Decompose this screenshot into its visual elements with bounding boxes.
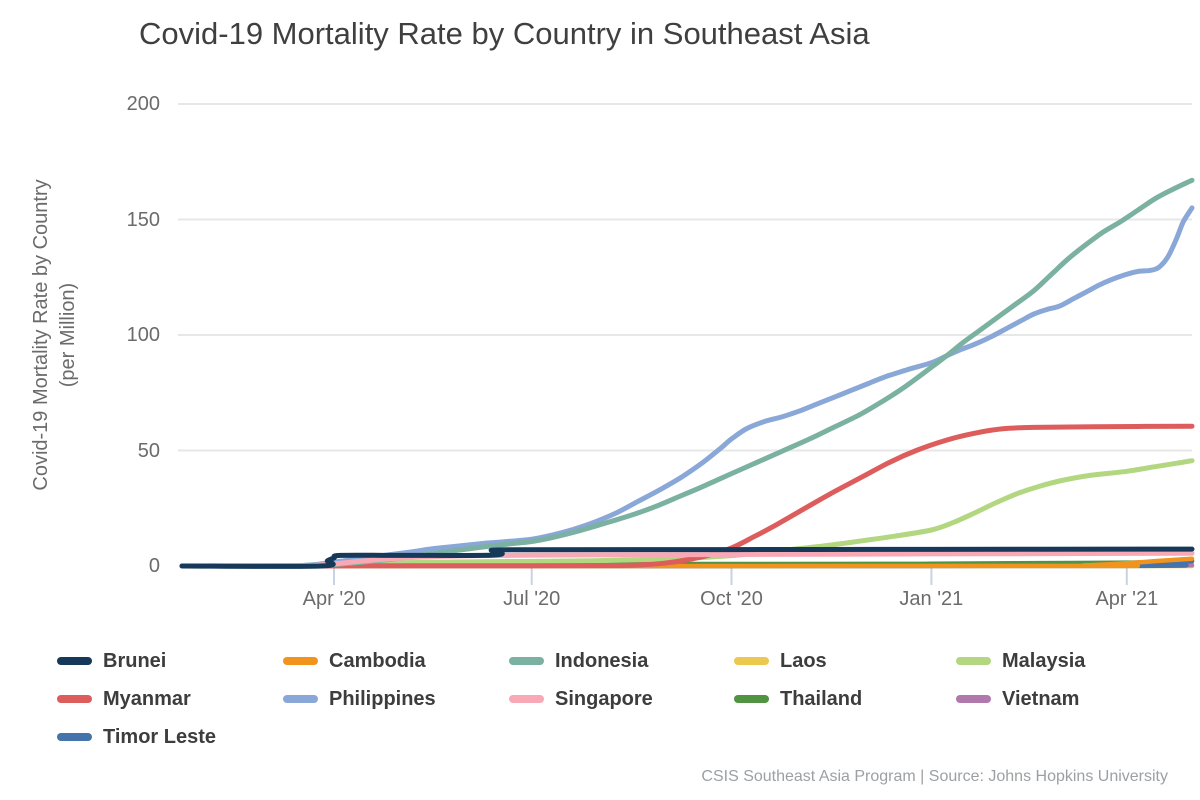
legend-item-laos: Laos	[734, 645, 827, 677]
legend-swatch-singapore	[509, 695, 544, 703]
x-tick-label-jan-21: Jan '21	[899, 588, 964, 610]
series-line-brunei	[179, 546, 1195, 569]
legend-swatch-philippines	[283, 695, 318, 703]
legend-item-thailand: Thailand	[734, 683, 862, 715]
legend-swatch-thailand	[734, 695, 769, 703]
legend-label-vietnam: Vietnam	[1002, 687, 1080, 710]
legend-label-myanmar: Myanmar	[103, 687, 191, 710]
legend-label-indonesia: Indonesia	[555, 649, 649, 672]
x-tick-label-jul-20: Jul '20	[503, 588, 561, 610]
y-tick-label-0: 0	[148, 555, 160, 577]
legend-swatch-timor-leste	[57, 733, 92, 741]
legend-item-indonesia: Indonesia	[509, 645, 648, 677]
y-tick-label-100: 100	[126, 324, 160, 346]
chart-title: Covid-19 Mortality Rate by Country in So…	[139, 16, 870, 51]
legend-item-vietnam: Vietnam	[956, 683, 1079, 715]
plot-area	[178, 103, 1195, 585]
series-line-myanmar	[179, 423, 1195, 569]
series-line-philippines	[179, 205, 1195, 569]
legend-item-philippines: Philippines	[283, 683, 436, 715]
legend-label-singapore: Singapore	[555, 687, 653, 710]
series-line-indonesia	[179, 177, 1195, 569]
legend-swatch-brunei	[57, 657, 92, 665]
legend-label-thailand: Thailand	[780, 687, 863, 710]
legend-item-malaysia: Malaysia	[956, 645, 1085, 677]
x-tick-label-apr-21: Apr '21	[1095, 588, 1159, 610]
y-tick-label-50: 50	[137, 439, 160, 462]
legend-item-myanmar: Myanmar	[57, 683, 191, 715]
legend-swatch-vietnam	[956, 695, 991, 703]
legend-swatch-cambodia	[283, 657, 318, 665]
legend-swatch-laos	[734, 657, 769, 665]
source-attribution: CSIS Southeast Asia Program | Source: Jo…	[701, 768, 1168, 785]
x-tick-label-oct-20: Oct '20	[700, 588, 763, 610]
legend-label-philippines: Philippines	[329, 687, 436, 710]
x-tick-label-apr-20: Apr '20	[302, 588, 366, 610]
legend-label-brunei: Brunei	[103, 649, 167, 672]
series-line-cambodia	[179, 556, 1195, 569]
legend-item-singapore: Singapore	[509, 683, 653, 715]
legend-swatch-indonesia	[509, 657, 544, 665]
y-tick-label-200: 200	[126, 93, 160, 115]
series-line-malaysia	[179, 458, 1195, 569]
legend-label-malaysia: Malaysia	[1002, 649, 1086, 672]
legend-label-cambodia: Cambodia	[329, 649, 426, 672]
legend-item-brunei: Brunei	[57, 645, 166, 677]
legend-item-timor-leste: Timor Leste	[57, 721, 216, 753]
y-tick-label-150: 150	[126, 208, 160, 231]
legend-item-cambodia: Cambodia	[283, 645, 426, 677]
legend-label-laos: Laos	[780, 649, 827, 672]
legend-swatch-myanmar	[57, 695, 92, 703]
legend-swatch-malaysia	[956, 657, 991, 665]
legend-label-timor-leste: Timor Leste	[103, 725, 216, 748]
